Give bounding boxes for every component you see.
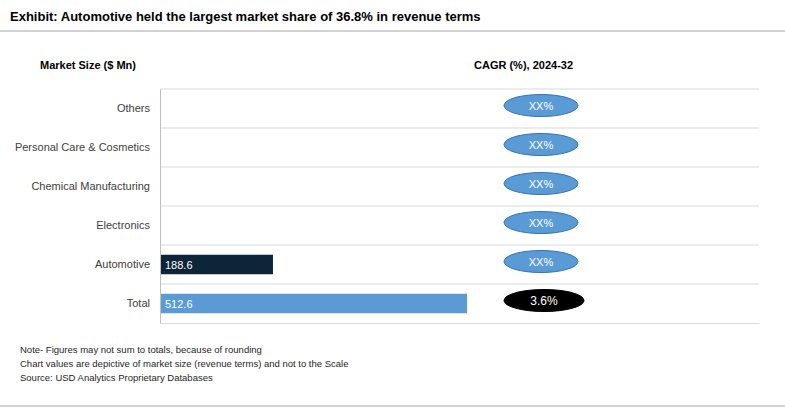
y-tick-label: Electronics: [96, 219, 150, 231]
cagr-title: CAGR (%), 2024-32: [474, 59, 573, 71]
cagr-badge: [504, 212, 578, 234]
x-axis-line: [161, 323, 760, 324]
x-axis: [161, 323, 760, 324]
notes: Note- Figures may not sum to totals, bec…: [20, 344, 348, 383]
bottom-rule: [0, 406, 785, 407]
bar: [160, 255, 273, 275]
row-divider: [160, 128, 759, 129]
cagr-label: XX%: [529, 217, 554, 229]
row-divider: [160, 89, 759, 90]
cagr-label: XX%: [529, 178, 554, 190]
note: Note- Figures may not sum to totals, bec…: [20, 344, 262, 355]
cagr-badge: [504, 134, 578, 156]
row-divider: [160, 167, 759, 168]
row-divider: [160, 206, 759, 207]
data-label: 188.6: [165, 259, 193, 271]
bars: [160, 255, 467, 314]
y-tick-label: Chemical Manufacturing: [31, 180, 150, 192]
y-tick: Others: [117, 102, 160, 114]
cagr-badges: XX% XX% XX% XX% XX% 3.6%: [504, 95, 584, 312]
note: Source: USD Analytics Proprietary Databa…: [20, 372, 213, 383]
cagr-badge: [504, 290, 584, 312]
cagr-badge: [504, 95, 578, 117]
y-tick: Electronics: [96, 219, 160, 231]
y-tick-label: Others: [117, 102, 151, 114]
x-axis-title: Market Size ($ Mn): [40, 59, 136, 71]
y-tick-label: Personal Care & Cosmetics: [15, 141, 151, 153]
bar: [160, 294, 467, 314]
cagr-label: XX%: [529, 139, 554, 151]
cagr-label: XX%: [529, 100, 554, 112]
cagr-label: 3.6%: [530, 294, 558, 308]
grid: [160, 89, 759, 284]
data-label: 512.6: [165, 298, 193, 310]
y-axis-line: [160, 90, 161, 324]
data-labels: 188.6 512.6: [165, 259, 193, 310]
y-tick: Total: [127, 297, 160, 309]
row-divider: [160, 245, 759, 246]
cagr-badge: [504, 251, 578, 273]
title: Exhibit: Automotive held the largest mar…: [10, 9, 481, 24]
y-tick: Automotive: [95, 258, 160, 270]
chart: Exhibit: Automotive held the largest mar…: [0, 0, 785, 416]
y-tick: Personal Care & Cosmetics: [15, 141, 160, 153]
y-axis: Others Personal Care & Cosmetics Chemical …: [15, 90, 161, 324]
y-tick-label: Total: [127, 297, 150, 309]
cagr-badge: [504, 173, 578, 195]
cagr-label: XX%: [529, 256, 554, 268]
note: Chart values are depictive of market siz…: [20, 358, 348, 369]
row-divider: [160, 284, 759, 285]
y-tick: Chemical Manufacturing: [31, 180, 160, 192]
title-rule: [0, 31, 785, 32]
y-tick-label: Automotive: [95, 258, 150, 270]
